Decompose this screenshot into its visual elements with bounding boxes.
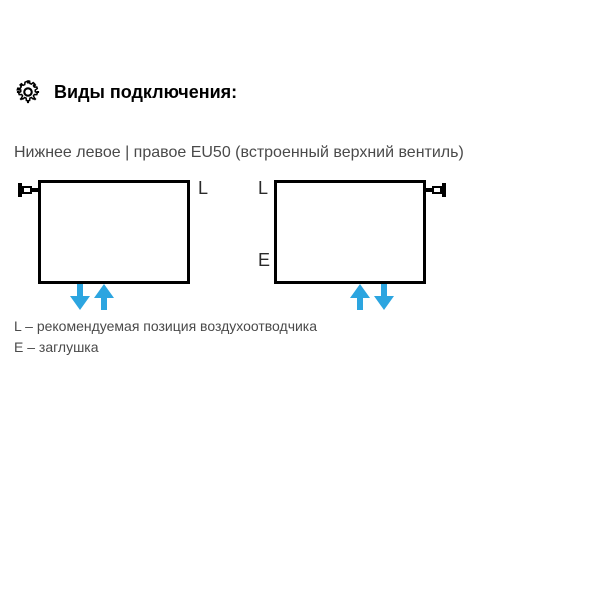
- label-E: E: [258, 250, 270, 271]
- subtitle: Нижнее левое | правое EU50 (встроенный в…: [14, 144, 464, 162]
- legend-line-L: L – рекомендуемая позиция воздухоотводчи…: [14, 316, 317, 337]
- label-L: L: [258, 178, 268, 199]
- label-L: L: [198, 178, 208, 199]
- arrow-down-icon: [374, 284, 394, 310]
- radiator-box: [38, 180, 190, 284]
- diagram-right: L E: [250, 172, 450, 312]
- radiator-box: [274, 180, 426, 284]
- diagram-row: L L E: [14, 172, 450, 312]
- valve-left: [18, 184, 38, 196]
- valve-right: [426, 184, 446, 196]
- arrow-up-icon: [94, 284, 114, 310]
- diagram-left: L: [14, 172, 214, 312]
- section-title: Виды подключения:: [54, 82, 237, 103]
- legend: L – рекомендуемая позиция воздухоотводчи…: [14, 316, 317, 358]
- arrow-up-icon: [350, 284, 370, 310]
- header: Виды подключения:: [14, 78, 237, 106]
- legend-line-E: E – заглушка: [14, 337, 317, 358]
- arrow-down-icon: [70, 284, 90, 310]
- gear-icon: [14, 78, 42, 106]
